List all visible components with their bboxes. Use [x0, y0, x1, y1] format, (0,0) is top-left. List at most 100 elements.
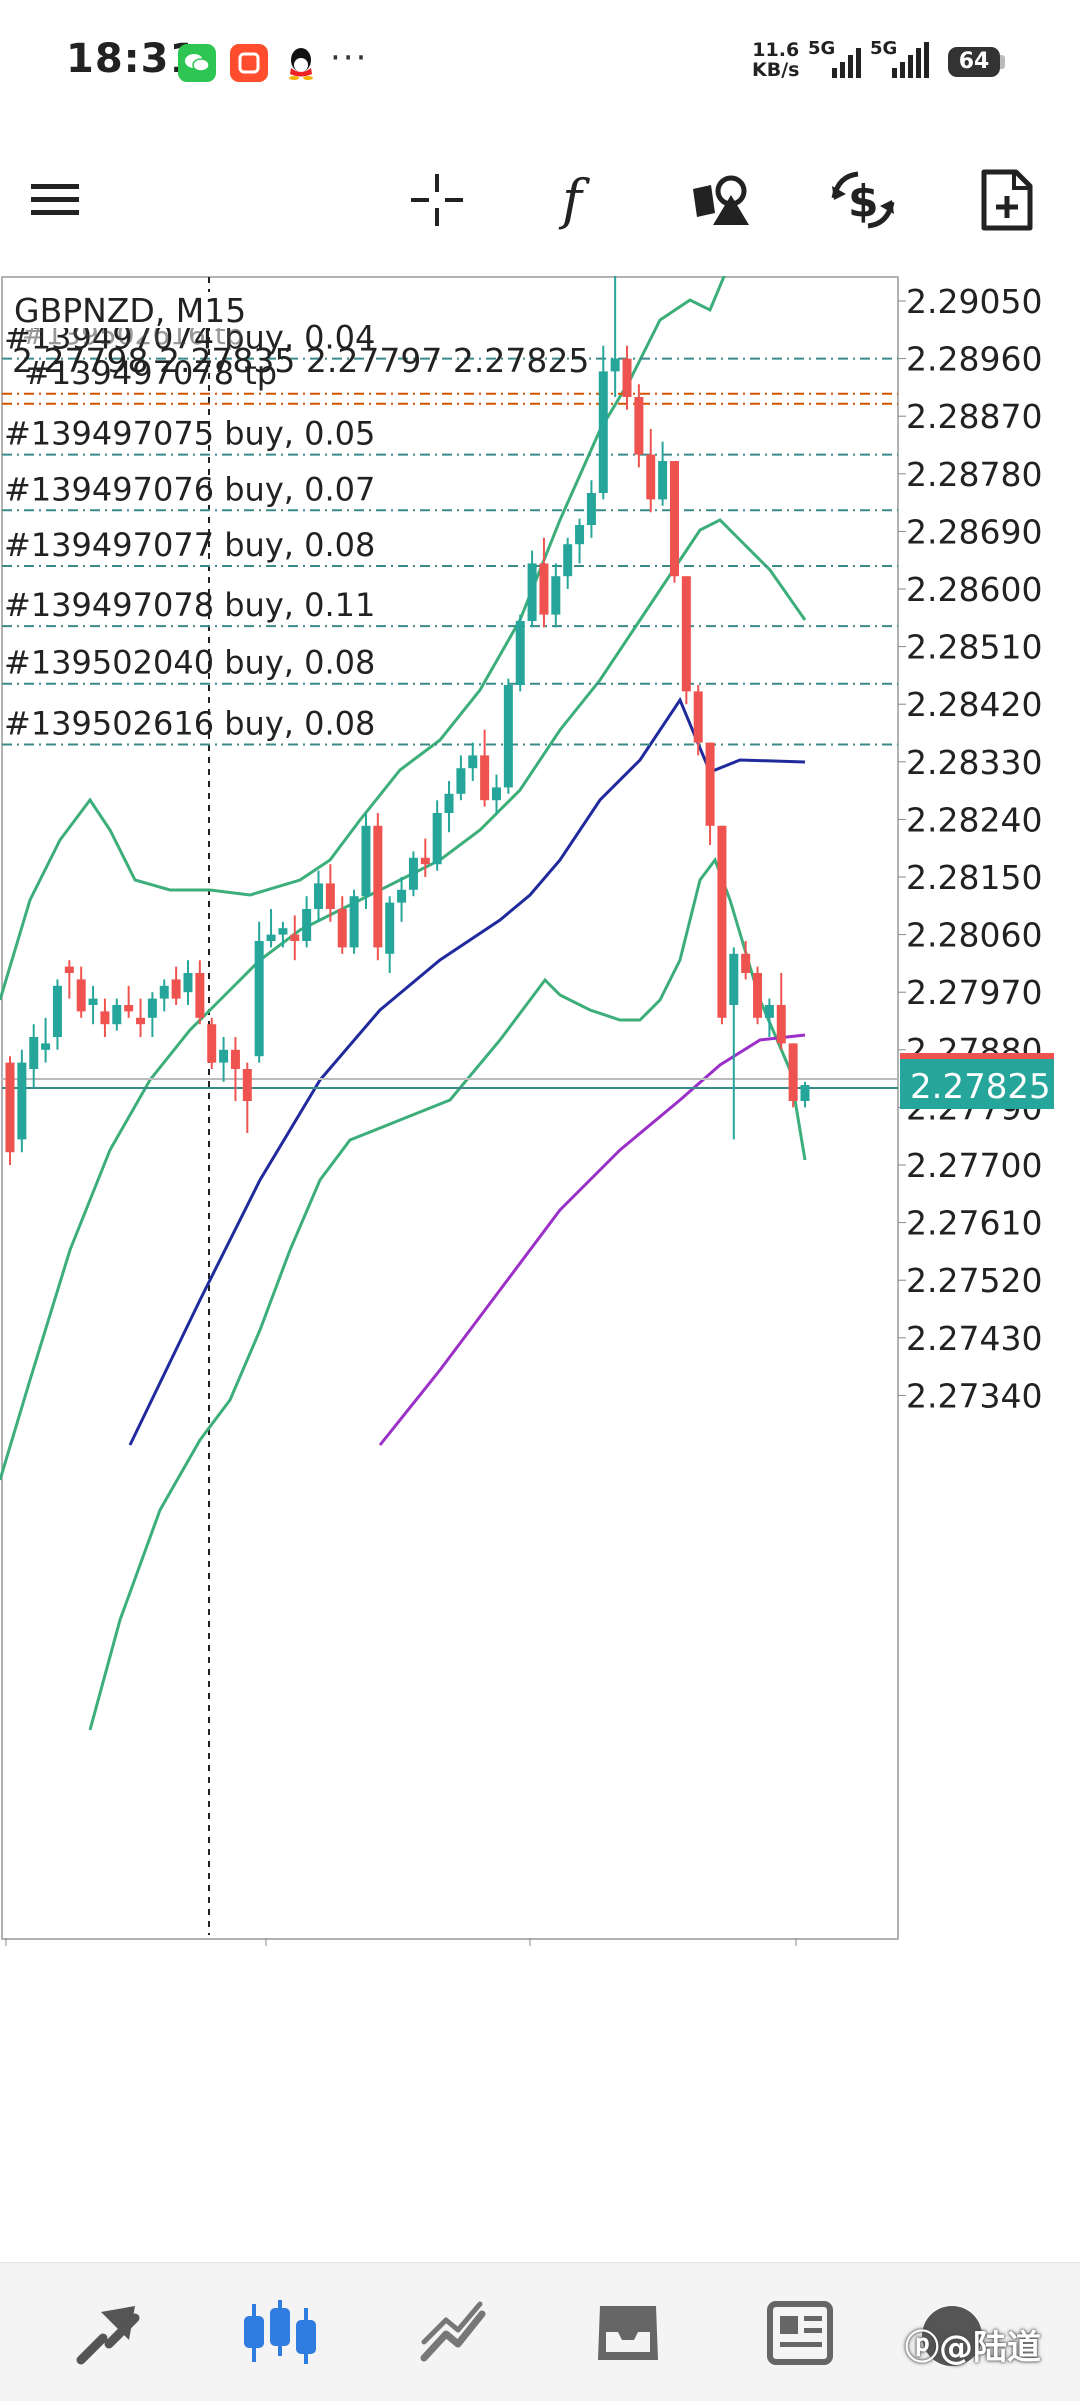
new-order-icon[interactable] — [972, 165, 1042, 235]
price-tick-label: 2.27430 — [906, 1319, 1042, 1358]
chart-canvas[interactable]: #139497074 buy, 0.04#139497078 tp#139497… — [0, 149, 1080, 2255]
candle-bull — [503, 685, 513, 788]
svg-text:f: f — [558, 168, 590, 231]
bottom-navigation — [0, 2262, 1080, 2401]
order-label: #139497075 buy, 0.05 — [4, 415, 375, 453]
qq-icon — [282, 44, 320, 82]
battery-indicator: 64 — [948, 47, 1000, 77]
quotes-icon[interactable] — [68, 2293, 148, 2373]
price-tick-label: 2.29050 — [906, 282, 1042, 321]
chart-frame — [1, 276, 899, 1940]
order-label: #139502040 buy, 0.08 — [4, 644, 375, 682]
price-tick-label: 2.28690 — [906, 512, 1042, 551]
candle-bear — [64, 966, 74, 973]
battery-tip — [1000, 55, 1005, 69]
moving-average-blue — [128, 696, 806, 1446]
price-chart[interactable]: #139497074 buy, 0.04 #139497078 tp #139497… — [0, 149, 1080, 2255]
candle-bear — [669, 461, 679, 577]
status-bar: 18:31 ··· 11.6 KB/s 5G 5G 64 — [0, 0, 1080, 130]
crosshair-icon[interactable] — [402, 165, 472, 235]
candle-bull — [432, 813, 442, 865]
trade-tab-icon[interactable] — [414, 2293, 494, 2373]
order-label: #139497077 buy, 0.08 — [4, 526, 375, 564]
candle-bull — [278, 928, 288, 935]
price-tick-label: 2.28330 — [906, 743, 1042, 782]
candle-bull — [764, 1005, 774, 1018]
candle-bull — [515, 621, 525, 685]
chart-tab-icon[interactable] — [240, 2293, 320, 2373]
order-label: #139502616 buy, 0.08 — [4, 705, 375, 743]
candle-bull — [598, 371, 608, 493]
signal-5g-icon: 5G — [808, 38, 861, 78]
candle-bear — [420, 857, 430, 865]
candle-bull — [302, 909, 312, 941]
title-bg — [4, 292, 230, 328]
candle-bear — [207, 1024, 217, 1063]
candle-bear — [717, 825, 727, 1018]
indicators-icon[interactable]: f — [544, 165, 614, 235]
candle-bull — [183, 973, 193, 993]
candle-bull — [456, 768, 466, 794]
candle-bear — [290, 934, 300, 941]
price-tick-label: 2.27340 — [906, 1376, 1042, 1415]
candle-bear — [539, 563, 549, 615]
candle-bear — [171, 979, 181, 999]
moving-average-purple — [378, 1033, 806, 1446]
history-tab-icon[interactable] — [588, 2293, 668, 2373]
price-tick-label: 2.27610 — [906, 1204, 1042, 1243]
order-label: #139497078 tp — [24, 354, 277, 392]
price-tick-label: 2.28240 — [906, 800, 1042, 839]
candle-bear — [705, 742, 715, 826]
candle-bear — [5, 1062, 15, 1153]
candle-bear — [195, 973, 205, 1018]
candle-bear — [753, 973, 763, 1018]
candle-bull — [385, 902, 395, 954]
ohlc-values: 2.27798 2.27835 2.27797 2.27825 — [12, 341, 589, 380]
candle-bear — [325, 883, 335, 909]
bollinger-band-line — [88, 856, 807, 1731]
candle-bull — [112, 1005, 122, 1025]
candle-bear — [788, 1043, 798, 1101]
candle-bull — [527, 563, 537, 621]
wechat-icon — [178, 44, 216, 82]
price-tick-label: 2.28060 — [906, 916, 1042, 955]
price-tick-label: 2.28960 — [906, 340, 1042, 379]
candle-bear — [776, 1005, 786, 1044]
bollinger-band-line — [0, 149, 807, 1001]
candle-bull — [314, 883, 324, 909]
candle-bear — [100, 1011, 110, 1025]
candle-bull — [563, 544, 573, 577]
candle-bull — [147, 998, 157, 1018]
candle-bear — [622, 358, 632, 397]
candle-bear — [741, 953, 751, 973]
svg-text:5G: 5G — [870, 38, 897, 59]
candle-bear — [681, 576, 691, 692]
menu-icon[interactable] — [20, 165, 90, 235]
candle-bear — [124, 1005, 134, 1012]
candle-bull — [491, 787, 501, 801]
candle-bull — [159, 985, 169, 999]
candle-bear — [480, 755, 490, 801]
candle-bull — [254, 941, 264, 1057]
objects-icon[interactable] — [686, 165, 756, 235]
messages-tab-icon[interactable] — [760, 2293, 840, 2373]
watermark: ⓟ@陆道 — [905, 2328, 1041, 2368]
candle-bull — [408, 857, 418, 890]
candle-bull — [41, 1043, 51, 1050]
candle-bull — [219, 1049, 229, 1063]
candle-bull — [17, 1062, 27, 1140]
current-price-tag-top — [900, 1053, 1054, 1059]
trade-icon[interactable]: $ — [828, 165, 898, 235]
candle-bear — [693, 691, 703, 743]
candle-bull — [349, 896, 359, 948]
price-tick-label: 2.28870 — [906, 397, 1042, 436]
candle-bear — [136, 1017, 146, 1025]
candle-bear — [646, 454, 656, 500]
price-tick-label: 2.28510 — [906, 628, 1042, 667]
order-label: #139497078 buy, 0.11 — [4, 586, 375, 624]
candle-bear — [337, 909, 347, 948]
price-tick-label: 2.27520 — [906, 1261, 1042, 1300]
svg-text:5G: 5G — [808, 38, 835, 59]
price-tick-label: 2.28150 — [906, 858, 1042, 897]
settings-tab-icon[interactable] — [908, 2293, 988, 2373]
